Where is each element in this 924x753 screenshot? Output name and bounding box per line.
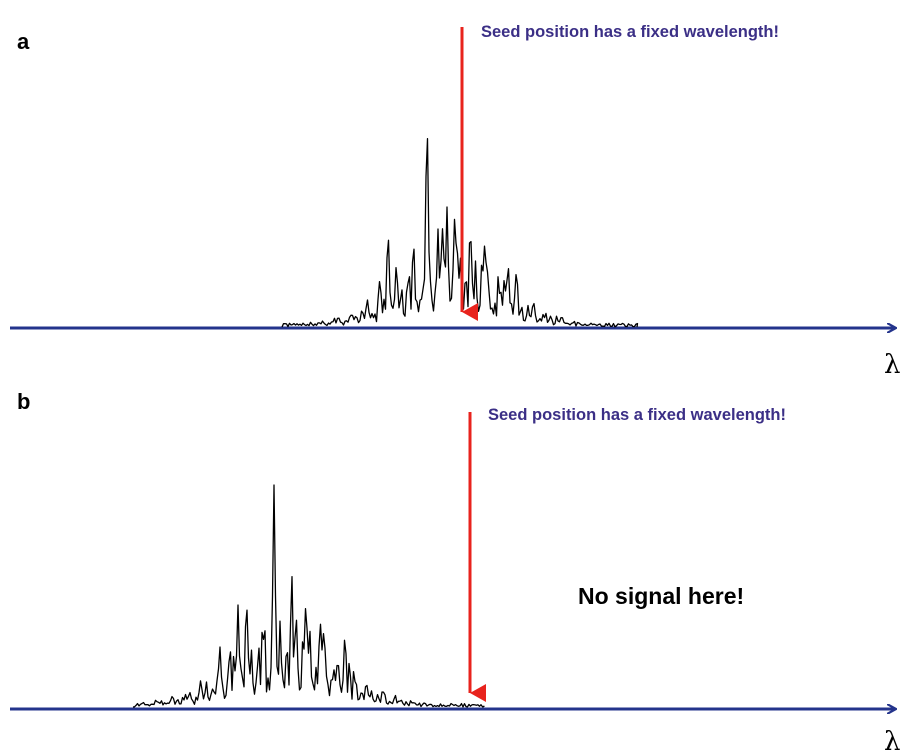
panel-a: a Seed position has a fixed wavelength! … [10,23,900,380]
spectrum-trace-b [132,484,485,708]
spectrum-trace-a [281,138,639,328]
panel-letter-a: a [17,29,30,54]
seed-label-a: Seed position has a fixed wavelength! [481,23,779,41]
seed-label-b: Seed position has a fixed wavelength! [488,406,786,424]
no-signal-label: No signal here! [578,583,744,609]
lambda-label-b: λ [884,727,900,753]
panel-letter-b: b [17,389,30,414]
panel-b: b Seed position has a fixed wavelength! … [10,389,900,753]
lambda-label-a: λ [884,350,900,380]
